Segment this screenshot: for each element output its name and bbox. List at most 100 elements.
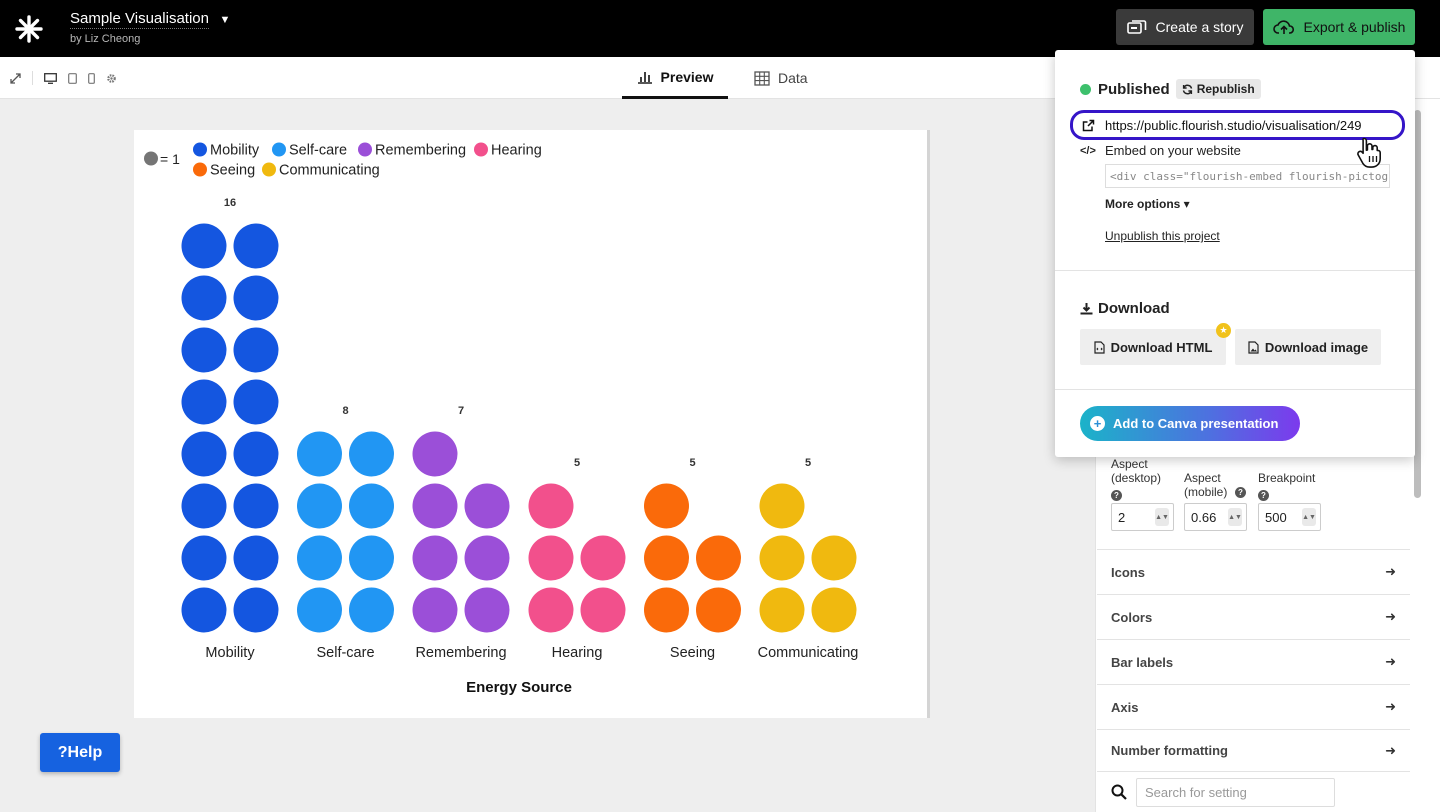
arrow-right-icon: ➜ bbox=[1385, 654, 1396, 669]
tab-preview[interactable]: Preview bbox=[622, 57, 728, 99]
gear-icon[interactable] bbox=[106, 73, 117, 84]
pictogram-unit bbox=[759, 587, 805, 633]
section-icons[interactable]: Icons ➜ bbox=[1097, 549, 1410, 594]
republish-label: Republish bbox=[1196, 82, 1255, 96]
legend-swatch bbox=[193, 142, 207, 157]
republish-button[interactable]: Republish bbox=[1175, 79, 1261, 99]
pictogram-unit bbox=[580, 587, 626, 633]
breakpoint-input[interactable]: 500 ▲▼ bbox=[1258, 503, 1321, 531]
aspect-desktop-label: Aspect (desktop) bbox=[1111, 457, 1162, 485]
expand-icon[interactable] bbox=[10, 72, 21, 84]
more-options-toggle[interactable]: More options ▾ bbox=[1105, 197, 1190, 211]
chart-card: = 1 Mobility Self-care Remembering Hearing Se… bbox=[134, 130, 930, 718]
category-label: Communicating bbox=[758, 645, 859, 661]
pictogram-unit bbox=[759, 535, 805, 581]
flourish-logo-icon[interactable] bbox=[0, 0, 57, 57]
section-number-formatting[interactable]: Number formatting ➜ bbox=[1097, 729, 1410, 771]
stepper-icon[interactable]: ▲▼ bbox=[1155, 508, 1169, 526]
desktop-icon[interactable] bbox=[44, 72, 57, 84]
create-story-button[interactable]: Create a story bbox=[1116, 9, 1254, 45]
premium-star-icon: ★ bbox=[1216, 323, 1231, 338]
pictogram-unit bbox=[181, 379, 227, 425]
stepper-icon[interactable]: ▲▼ bbox=[1302, 508, 1316, 526]
legend-label: Self-care bbox=[289, 143, 347, 159]
canva-label: Add to Canva presentation bbox=[1113, 416, 1279, 431]
pictogram-unit bbox=[233, 223, 279, 269]
pictogram-unit bbox=[181, 535, 227, 581]
section-bar-labels[interactable]: Bar labels ➜ bbox=[1097, 639, 1410, 684]
section-axis[interactable]: Axis ➜ bbox=[1097, 684, 1410, 729]
pictogram-unit bbox=[233, 483, 279, 529]
export-publish-button[interactable]: Export & publish bbox=[1263, 9, 1415, 45]
settings-search: Search for setting bbox=[1097, 771, 1410, 812]
plus-icon: + bbox=[1090, 416, 1105, 431]
aspect-mobile-input[interactable]: 0.66 ▲▼ bbox=[1184, 503, 1247, 531]
published-status: Published bbox=[1098, 80, 1170, 98]
aspect-mobile-label: Aspect (mobile) bbox=[1184, 471, 1228, 499]
pictogram-unit bbox=[349, 483, 394, 529]
pictogram-unit bbox=[528, 483, 574, 529]
legend-swatch bbox=[272, 142, 286, 157]
tab-data-label: Data bbox=[778, 70, 808, 86]
embed-code-field[interactable]: <div class="flourish-embed flourish-pict… bbox=[1105, 164, 1390, 188]
export-publish-label: Export & publish bbox=[1303, 19, 1406, 35]
chevron-down-icon[interactable]: ▼ bbox=[219, 14, 231, 26]
create-story-label: Create a story bbox=[1155, 19, 1244, 35]
pictogram-unit bbox=[644, 535, 689, 581]
section-label: Bar labels bbox=[1111, 654, 1174, 670]
value-label: 5 bbox=[805, 457, 811, 469]
help-icon[interactable]: ? bbox=[1258, 490, 1269, 502]
search-icon[interactable] bbox=[1111, 784, 1127, 800]
panel-scrollbar[interactable] bbox=[1414, 110, 1421, 498]
pictogram-unit bbox=[464, 587, 510, 633]
pictogram-unit bbox=[297, 483, 342, 529]
download-html-button[interactable]: Download HTML bbox=[1080, 329, 1226, 365]
pictogram-unit bbox=[580, 535, 626, 581]
stepper-icon[interactable]: ▲▼ bbox=[1228, 508, 1242, 526]
code-icon: </> bbox=[1080, 144, 1096, 157]
toolbar-divider bbox=[32, 71, 33, 85]
tab-data[interactable]: Data bbox=[754, 57, 808, 99]
help-button[interactable]: ?Help bbox=[40, 733, 120, 772]
category-label: Hearing bbox=[552, 645, 603, 661]
html-file-icon bbox=[1093, 340, 1105, 354]
pictogram-unit bbox=[181, 275, 227, 321]
refresh-icon bbox=[1182, 84, 1192, 94]
hand-pointer-cursor-icon bbox=[1357, 137, 1381, 168]
arrow-right-icon: ➜ bbox=[1385, 742, 1396, 758]
author-byline: by Liz Cheong bbox=[70, 33, 141, 45]
pictogram-unit bbox=[412, 431, 458, 477]
breakpoint-value: 500 bbox=[1265, 510, 1287, 525]
add-to-canva-button[interactable]: + Add to Canva presentation bbox=[1080, 406, 1300, 441]
pictogram-unit bbox=[412, 587, 458, 633]
download-image-button[interactable]: Download image bbox=[1235, 329, 1381, 365]
aspect-desktop-input[interactable]: 2 ▲▼ bbox=[1111, 503, 1174, 531]
embed-option[interactable]: </> Embed on your website bbox=[1080, 143, 1241, 158]
cloud-upload-icon bbox=[1272, 20, 1294, 34]
help-icon[interactable]: ? bbox=[1235, 487, 1246, 498]
mobile-icon[interactable] bbox=[88, 72, 95, 84]
pictogram-unit bbox=[297, 587, 342, 633]
external-link-icon bbox=[1082, 119, 1095, 132]
search-input[interactable]: Search for setting bbox=[1136, 778, 1335, 807]
legend-swatch bbox=[474, 142, 488, 157]
help-icon[interactable]: ? bbox=[1111, 490, 1122, 502]
tablet-icon[interactable] bbox=[68, 72, 77, 84]
pictogram-unit bbox=[233, 587, 279, 633]
pictogram-unit bbox=[233, 275, 279, 321]
pictogram-unit bbox=[349, 587, 394, 633]
section-label: Axis bbox=[1111, 699, 1139, 715]
published-url-link[interactable]: https://public.flourish.studio/visualisa… bbox=[1070, 110, 1405, 140]
pictogram-unit bbox=[412, 535, 458, 581]
value-label: 7 bbox=[458, 405, 464, 417]
section-label: Icons bbox=[1111, 564, 1145, 580]
section-colors[interactable]: Colors ➜ bbox=[1097, 594, 1410, 639]
project-title[interactable]: Sample Visualisation bbox=[70, 10, 209, 29]
value-label: 16 bbox=[224, 197, 236, 209]
unpublish-link[interactable]: Unpublish this project bbox=[1105, 229, 1220, 243]
breakpoint-label: Breakpoint bbox=[1258, 471, 1316, 485]
pictogram-unit bbox=[349, 431, 394, 477]
pictogram-unit bbox=[181, 223, 227, 269]
pictogram-unit bbox=[233, 431, 279, 477]
pictogram-unit bbox=[464, 535, 510, 581]
